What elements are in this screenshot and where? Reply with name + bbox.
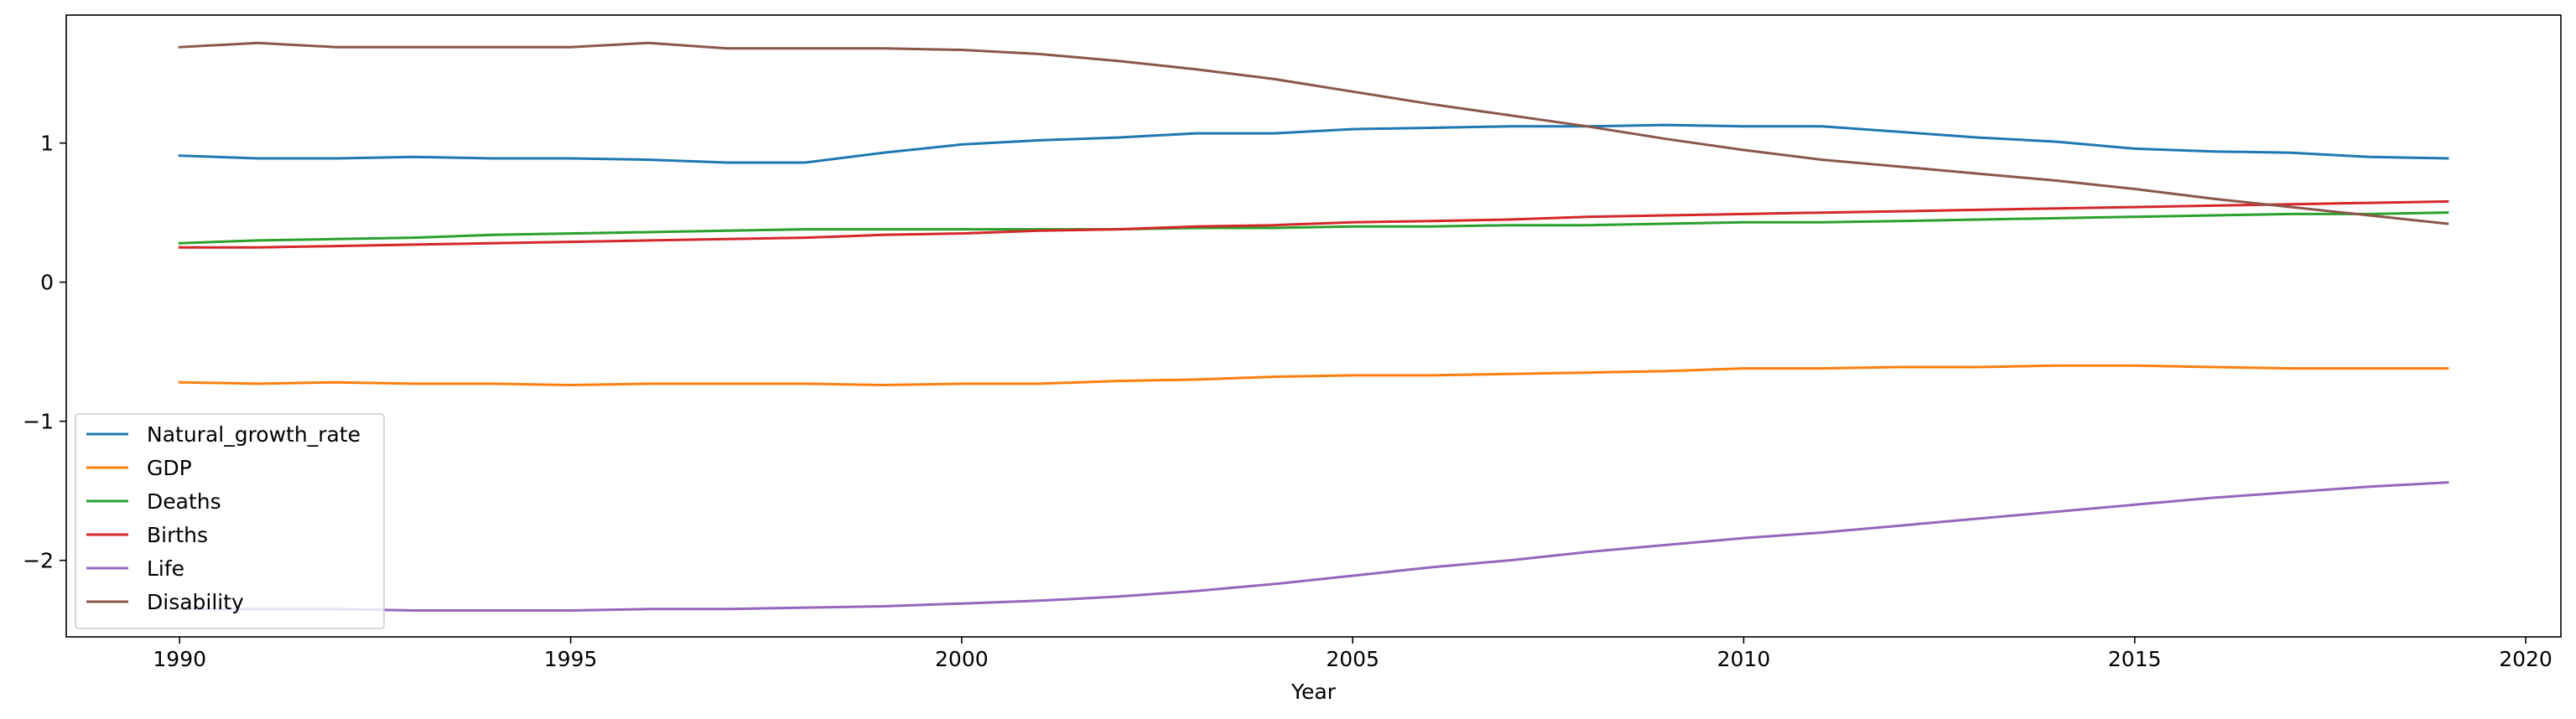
x-tick-label: 2015 [2108,647,2162,671]
series-line-deaths [178,211,2449,245]
x-axis-ticks: 1990 1995 2000 2005 2010 2015 2020 [153,637,2553,671]
legend-label: Disability [147,590,244,614]
y-tick-label: −2 [23,549,54,573]
legend-label: Natural_growth_rate [147,422,361,447]
legend-box [75,413,385,629]
x-tick-label: 1995 [544,647,598,671]
legend-label: Deaths [147,489,221,514]
series-line-natural-growth-rate [178,123,2449,164]
series-line-births [178,199,2449,249]
y-tick-label: 1 [40,132,54,156]
series-lines [178,41,2449,612]
legend-label: GDP [147,456,192,480]
series-line-gdp [178,364,2449,386]
legend-label: Life [147,556,184,581]
y-tick-label: −1 [23,410,54,434]
x-axis-title: Year [1291,680,1337,704]
x-tick-label: 2005 [1326,647,1379,671]
plot-area-frame [65,14,2562,638]
y-tick-label: 0 [40,271,54,295]
legend-label: Births [147,523,208,547]
y-axis-ticks: −2 −1 0 1 [23,132,66,573]
x-tick-label: 2010 [1717,647,1771,671]
series-line-disability [178,41,2449,225]
x-tick-label: 1990 [153,647,206,671]
x-tick-label: 2000 [935,647,989,671]
legend: Natural_growth_rate GDP Deaths Births Life Di… [75,413,385,629]
x-tick-label: 2020 [2499,647,2553,671]
series-line-life [178,481,2449,612]
